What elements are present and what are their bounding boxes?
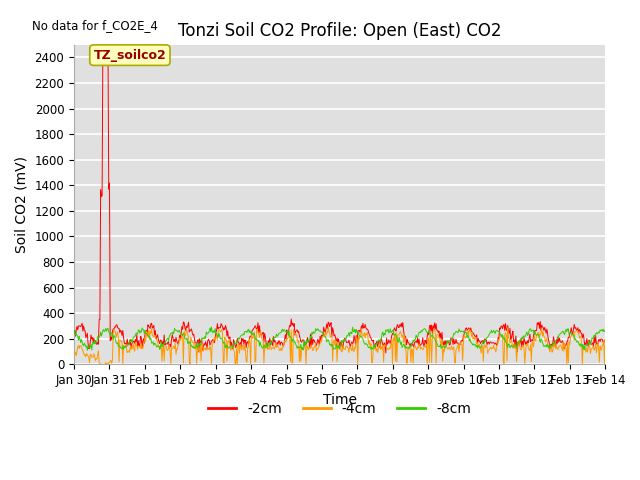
Text: TZ_soilco2: TZ_soilco2 bbox=[93, 48, 166, 61]
Text: No data for f_CO2E_4: No data for f_CO2E_4 bbox=[31, 19, 157, 32]
X-axis label: Time: Time bbox=[323, 393, 356, 407]
Y-axis label: Soil CO2 (mV): Soil CO2 (mV) bbox=[15, 156, 29, 253]
Legend: -2cm, -4cm, -8cm: -2cm, -4cm, -8cm bbox=[203, 396, 477, 421]
Title: Tonzi Soil CO2 Profile: Open (East) CO2: Tonzi Soil CO2 Profile: Open (East) CO2 bbox=[178, 22, 501, 40]
